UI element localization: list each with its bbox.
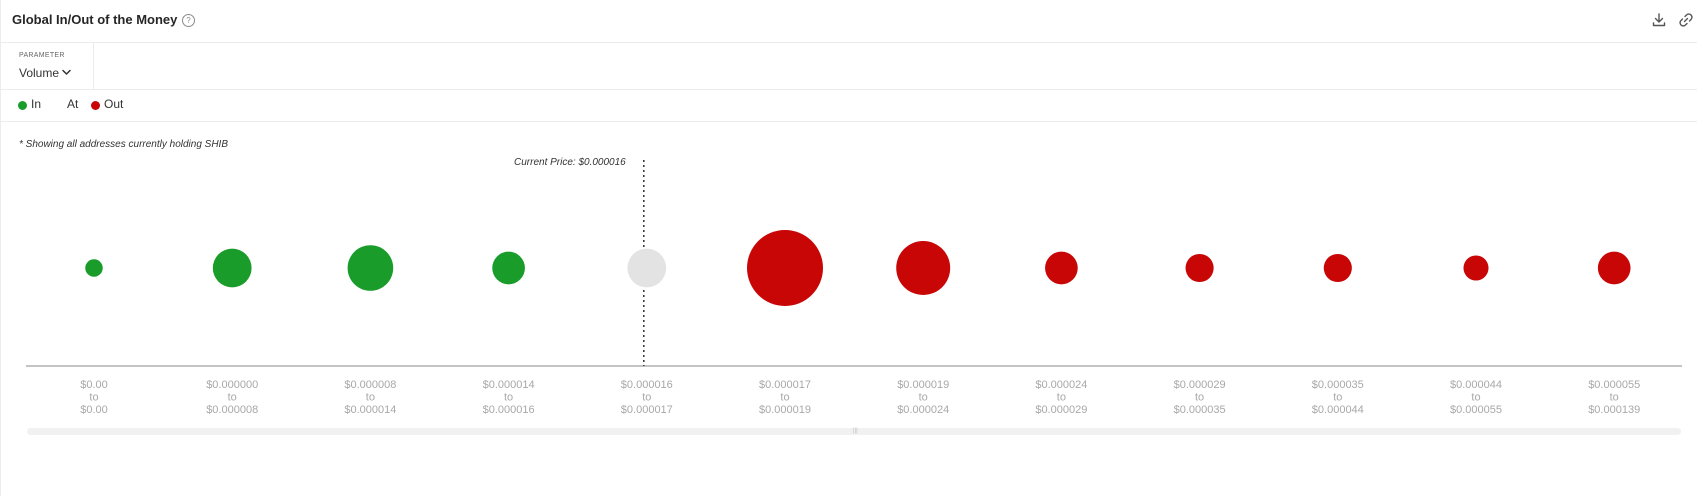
bubble-out[interactable] bbox=[1323, 253, 1352, 283]
tick-label: $0.000017 bbox=[759, 379, 811, 391]
tick-label-connector: to bbox=[228, 392, 237, 404]
bubble-in[interactable] bbox=[492, 251, 525, 285]
chevron-down-icon[interactable] bbox=[62, 69, 71, 76]
legend: In At Out bbox=[1, 89, 1697, 122]
parameter-label: PARAMETER bbox=[19, 52, 65, 59]
bubble-in[interactable] bbox=[212, 248, 252, 288]
parameter-value[interactable]: Volume bbox=[19, 66, 60, 80]
tick-label: $0.000017 bbox=[621, 404, 673, 416]
bubble-at[interactable] bbox=[627, 248, 667, 288]
tick-label-connector: to bbox=[1195, 392, 1204, 404]
tick-label: $0.000035 bbox=[1174, 404, 1226, 416]
chart-scrollbar[interactable]: ||| bbox=[27, 428, 1681, 435]
tick-label: $0.000008 bbox=[206, 404, 258, 416]
current-price-label: Current Price: $0.000016 bbox=[514, 157, 626, 168]
tick-label-connector: to bbox=[1471, 392, 1480, 404]
tick-label: $0.000019 bbox=[897, 379, 949, 391]
tick-label: $0.000024 bbox=[1035, 379, 1087, 391]
bubble-out[interactable] bbox=[896, 241, 951, 295]
page-title: Global In/Out of the Money bbox=[12, 12, 178, 27]
bubble-out[interactable] bbox=[1045, 251, 1078, 285]
legend-in-label[interactable]: In bbox=[31, 97, 42, 111]
legend-out-dot bbox=[91, 101, 100, 110]
tick-label: $0.00 bbox=[80, 379, 108, 391]
tick-label: $0.000014 bbox=[483, 379, 535, 391]
legend-at-label[interactable]: At bbox=[67, 97, 79, 111]
bubble-out[interactable] bbox=[1463, 255, 1489, 281]
tick-label: $0.00 bbox=[80, 404, 108, 416]
tick-label: $0.000024 bbox=[897, 404, 949, 416]
tick-label-connector: to bbox=[1610, 392, 1619, 404]
tick-label: $0.000019 bbox=[759, 404, 811, 416]
tick-label: $0.000055 bbox=[1450, 404, 1502, 416]
tick-label: $0.000000 bbox=[206, 379, 258, 391]
bubble-in[interactable] bbox=[85, 259, 103, 277]
legend-out-label[interactable]: Out bbox=[104, 97, 124, 111]
bubble-chart: $0.00to$0.00$0.000000to$0.000008$0.00000… bbox=[26, 160, 1682, 416]
tick-label: $0.000008 bbox=[344, 379, 396, 391]
parameter-row: PARAMETER Volume bbox=[1, 42, 1697, 90]
tick-label-connector: to bbox=[366, 392, 375, 404]
tick-label: $0.000029 bbox=[1174, 379, 1226, 391]
tick-label: $0.000139 bbox=[1588, 404, 1640, 416]
tick-label: $0.000016 bbox=[483, 404, 535, 416]
panel-header: Global In/Out of the Money ? bbox=[1, 0, 1697, 43]
tick-label: $0.000014 bbox=[344, 404, 396, 416]
bubble-out[interactable] bbox=[747, 230, 823, 306]
tick-label-connector: to bbox=[89, 392, 98, 404]
tick-label-connector: to bbox=[1333, 392, 1342, 404]
tick-label-connector: to bbox=[642, 392, 651, 404]
tick-label: $0.000029 bbox=[1035, 404, 1087, 416]
parameter-selector[interactable]: PARAMETER Volume bbox=[1, 42, 94, 89]
tick-label: $0.000044 bbox=[1450, 379, 1502, 391]
download-icon[interactable] bbox=[1651, 12, 1667, 28]
tick-label: $0.000035 bbox=[1312, 379, 1364, 391]
bubble-out[interactable] bbox=[1185, 253, 1214, 283]
tick-label-connector: to bbox=[1057, 392, 1066, 404]
holding-note: * Showing all addresses currently holdin… bbox=[19, 139, 228, 150]
link-icon[interactable] bbox=[1678, 12, 1694, 28]
tick-label-connector: to bbox=[504, 392, 513, 404]
tick-label: $0.000016 bbox=[621, 379, 673, 391]
tick-label-connector: to bbox=[919, 392, 928, 404]
tick-label: $0.000044 bbox=[1312, 404, 1364, 416]
question-circle-icon[interactable]: ? bbox=[182, 14, 195, 27]
tick-label-connector: to bbox=[780, 392, 789, 404]
legend-in-dot bbox=[18, 101, 27, 110]
bubble-in[interactable] bbox=[347, 245, 394, 291]
tick-label: $0.000055 bbox=[1588, 379, 1640, 391]
bubble-out[interactable] bbox=[1597, 251, 1631, 285]
scroll-grip-icon[interactable]: ||| bbox=[853, 428, 858, 434]
